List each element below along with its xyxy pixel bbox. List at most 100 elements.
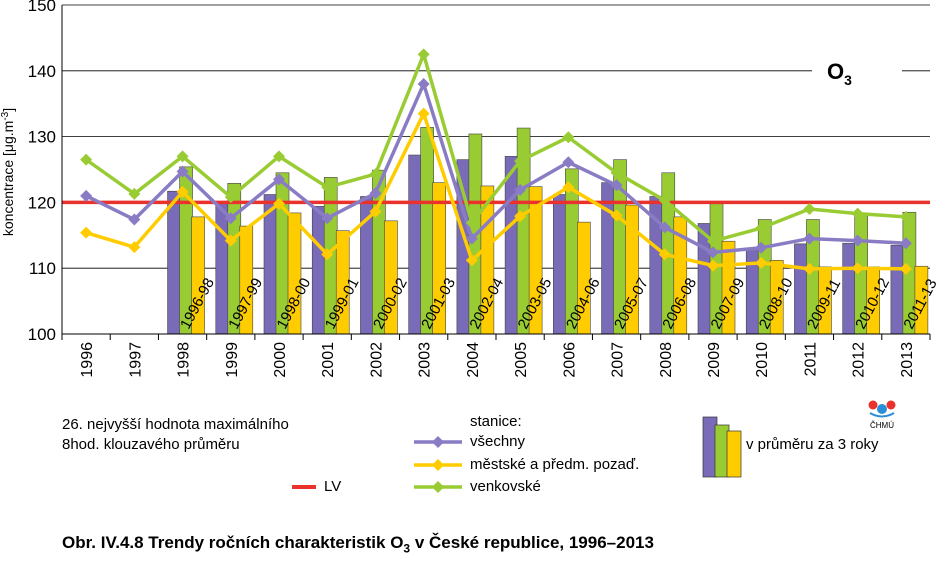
- series-markers: [80, 48, 912, 275]
- chmu-logo-text: ČHMÚ: [870, 421, 894, 430]
- legend-rural-label: venkovské: [470, 478, 541, 495]
- marker-2-2008: [658, 194, 671, 207]
- x-tick-label-2002: 2002: [368, 342, 385, 378]
- legend-all-swatch: [414, 436, 462, 448]
- bar-1997-99-0: [215, 203, 230, 335]
- marker-1-2006: [562, 181, 575, 194]
- series-line-1: [85, 111, 906, 271]
- statistic-line-1: 26. nejvyšší hodnota maximálního: [62, 416, 289, 433]
- legend-bars-label: v průměru za 3 roky: [746, 436, 879, 453]
- marker-1-2008: [658, 248, 671, 261]
- marker-0-1997: [128, 213, 141, 226]
- x-tick-labels: 1996 1997 1998 1999 2000 2001 2002 2003 2004 2005…: [79, 342, 916, 378]
- marker-0-2000: [273, 173, 285, 186]
- marker-1-2005: [514, 210, 527, 223]
- bar-2003-05-0: [504, 156, 519, 335]
- figure-caption: Obr. IV.4.8 Trendy ročních charakteristi…: [62, 533, 654, 555]
- y-axis-label-main: koncentrace [μg.m: [0, 121, 16, 236]
- marker-2-2001: [321, 181, 334, 194]
- marker-1-2011: [803, 262, 816, 275]
- marker-0-2013: [899, 237, 912, 250]
- marker-0-2001: [321, 212, 334, 225]
- marker-2-2000: [273, 150, 285, 163]
- legend-all-label: všechny: [470, 433, 526, 450]
- marker-2-2010: [755, 222, 768, 235]
- statistic-description: 26. nejvyšší hodnota maximálního 8hod. k…: [62, 415, 289, 455]
- legend-bars-swatch: [702, 416, 742, 478]
- series-line-2: [85, 52, 907, 243]
- x-tick-label-2003: 2003: [417, 342, 434, 378]
- marker-0-2007: [610, 179, 623, 192]
- caption-suffix: v České republice, 1996–2013: [410, 533, 654, 552]
- y-tick-label-110: 110: [29, 259, 56, 278]
- marker-2-2009: [707, 235, 719, 248]
- x-tick-label-1999: 1999: [224, 342, 241, 378]
- marker-0-2003: [417, 77, 430, 90]
- marker-0-2012: [851, 234, 864, 247]
- x-tick-label-1998: 1998: [176, 342, 193, 378]
- marker-1-1996: [80, 226, 93, 239]
- y-tick-label-120: 120: [28, 193, 56, 212]
- chart-title-main: O: [827, 59, 844, 84]
- y-tick-labels: 100 110 120 130 140 150: [28, 0, 56, 344]
- x-tick-label-2010: 2010: [754, 342, 771, 378]
- marker-1-2009: [707, 259, 719, 272]
- marker-1-2000: [273, 197, 285, 210]
- marker-2-1997: [128, 187, 141, 200]
- marker-1-2007: [610, 209, 623, 222]
- marker-2-1999: [224, 191, 237, 204]
- legend-rural: venkovské: [414, 477, 674, 497]
- marker-0-2009: [707, 246, 719, 259]
- y-tick-label-130: 130: [28, 128, 56, 147]
- series-lines: [85, 52, 907, 271]
- marker-0-2005: [514, 183, 527, 196]
- x-tick-label-2013: 2013: [899, 342, 916, 378]
- marker-1-2003: [417, 107, 430, 120]
- marker-0-2006: [562, 156, 575, 169]
- legend-urban: městské a předm. pozaď.: [414, 455, 714, 475]
- y-tick-label-140: 140: [28, 62, 56, 81]
- legend-lv: LV: [292, 477, 362, 497]
- marker-2-2012: [851, 207, 864, 220]
- y-axis-label: koncentrace [μg.m-3]: [0, 108, 16, 236]
- legend-lv-swatch: [292, 485, 316, 489]
- marker-0-1999: [224, 212, 237, 225]
- y-tick-label-100: 100: [28, 325, 56, 344]
- legend-rural-swatch: [414, 481, 462, 493]
- marker-1-2013: [899, 262, 912, 275]
- marker-2-2002: [369, 168, 382, 181]
- title-background: [812, 52, 902, 88]
- marker-1-2001: [321, 248, 334, 261]
- legend-urban-label: městské a předm. pozaď.: [470, 456, 640, 473]
- marker-1-2002: [369, 205, 382, 218]
- x-tick-label-2000: 2000: [272, 342, 289, 378]
- marker-2-2005: [514, 154, 527, 167]
- caption-sub: 3: [403, 541, 411, 556]
- statistic-line-2: 8hod. klouzavého průměru: [62, 436, 240, 453]
- chart-title-sub: 3: [844, 72, 852, 88]
- marker-0-2008: [658, 221, 671, 234]
- marker-1-1998: [176, 185, 189, 198]
- x-tick-label-2005: 2005: [513, 342, 530, 378]
- bar-2001-03-0: [408, 154, 422, 335]
- marker-0-2004: [465, 232, 478, 245]
- marker-0-2010: [755, 241, 768, 254]
- marker-2-2006: [562, 131, 575, 144]
- axes: [61, 5, 931, 340]
- bar-2005-07-0: [601, 182, 615, 335]
- x-tick-label-1997: 1997: [127, 342, 144, 378]
- marker-2-2011: [803, 202, 816, 215]
- marker-1-1997: [128, 241, 141, 254]
- x-tick-label-2007: 2007: [610, 342, 627, 378]
- x-tick-label-2006: 2006: [561, 342, 578, 378]
- series-line-0: [85, 82, 906, 255]
- chmu-logo: ČHMÚ: [868, 400, 896, 430]
- x-tick-label-2008: 2008: [658, 342, 675, 378]
- marker-2-1996: [80, 153, 93, 166]
- marker-2-2004: [465, 216, 478, 229]
- bar-2004-06-0: [553, 194, 567, 335]
- marker-2-1998: [176, 150, 189, 163]
- y-axis-label-sup: -3: [0, 111, 11, 120]
- x-tick-label-1996: 1996: [79, 342, 96, 378]
- marker-0-1996: [80, 189, 93, 202]
